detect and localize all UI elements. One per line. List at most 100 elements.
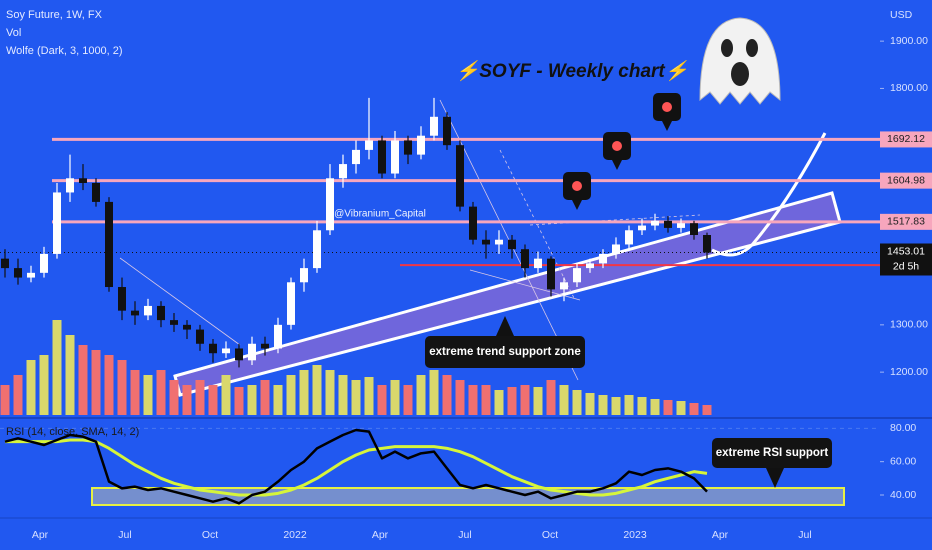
x-tick-label: Jul bbox=[458, 529, 471, 541]
volume-bar bbox=[39, 355, 49, 415]
candle-body bbox=[534, 258, 542, 269]
volume-bar bbox=[520, 385, 530, 415]
projection-arrow bbox=[711, 132, 827, 257]
x-tick-label: Oct bbox=[542, 529, 558, 541]
volume-bar bbox=[364, 377, 374, 415]
volume-bar bbox=[325, 370, 335, 415]
candle-body bbox=[105, 201, 113, 288]
candle-body bbox=[92, 182, 100, 202]
volume-bar bbox=[130, 370, 140, 415]
y-tick-label: 1900.00 bbox=[890, 35, 928, 47]
watermark: @Vibranium_Capital bbox=[334, 209, 426, 220]
volume-bar bbox=[143, 375, 153, 415]
level-label: 1604.98 bbox=[887, 174, 925, 186]
volume-bar bbox=[221, 375, 231, 415]
candle-body bbox=[586, 263, 594, 269]
annotation-text: extreme RSI support bbox=[716, 447, 829, 459]
volume-bar bbox=[312, 365, 322, 415]
candle-body bbox=[131, 310, 139, 316]
y-tick-label: 1200.00 bbox=[890, 366, 928, 378]
volume-bar bbox=[481, 385, 491, 415]
candle-body bbox=[495, 239, 503, 245]
volume-bar bbox=[26, 360, 36, 415]
candle-body bbox=[703, 235, 711, 253]
volume-bar bbox=[65, 335, 75, 415]
volume-bar bbox=[572, 390, 582, 415]
volume-bar bbox=[78, 345, 88, 415]
volume-bar bbox=[676, 401, 686, 415]
volume-bar bbox=[390, 380, 400, 415]
rsi-title: RSI (14, close, SMA, 14, 2) bbox=[6, 426, 139, 438]
ghost-icon bbox=[699, 17, 781, 105]
volume-bar bbox=[0, 385, 10, 415]
candle-body bbox=[53, 192, 61, 254]
level-label-box bbox=[880, 213, 932, 230]
candle-body bbox=[248, 343, 256, 361]
x-tick-label: Apr bbox=[32, 529, 49, 541]
candle-body bbox=[339, 164, 347, 179]
candle-body bbox=[469, 206, 477, 240]
last-price-box bbox=[880, 243, 932, 276]
currency: USD bbox=[890, 9, 913, 21]
candle-body bbox=[183, 324, 191, 330]
volume-bar bbox=[559, 385, 569, 415]
volume-bar bbox=[156, 370, 166, 415]
volume-bar bbox=[247, 385, 257, 415]
volume-bar bbox=[273, 385, 283, 415]
volume-bar bbox=[689, 403, 699, 415]
candle-body bbox=[118, 287, 126, 311]
volume-bar bbox=[507, 387, 517, 415]
header-symbol: Soy Future, 1W, FX bbox=[6, 9, 103, 21]
volume-bar bbox=[663, 400, 673, 415]
target-markers bbox=[563, 93, 681, 210]
volume-bar bbox=[546, 380, 556, 415]
annotation-rsi bbox=[712, 438, 832, 488]
volume-bar bbox=[182, 385, 192, 415]
volume-bar bbox=[455, 380, 465, 415]
level-label-box bbox=[880, 131, 932, 148]
candle-body bbox=[313, 230, 321, 269]
level-label: 1517.83 bbox=[887, 216, 925, 228]
volume-bar bbox=[286, 375, 296, 415]
volume-bar bbox=[260, 380, 270, 415]
candle-body bbox=[690, 223, 698, 236]
volume-bar bbox=[624, 395, 634, 415]
candle-body bbox=[664, 220, 672, 228]
level-label: 1692.12 bbox=[887, 133, 925, 145]
volume-bar bbox=[299, 370, 309, 415]
candle-body bbox=[261, 343, 269, 349]
volume-bar bbox=[533, 387, 543, 415]
volume-bar bbox=[13, 375, 23, 415]
candle-body bbox=[235, 348, 243, 361]
x-tick-label: Apr bbox=[712, 529, 729, 541]
candle-body bbox=[677, 223, 685, 228]
candle-body bbox=[378, 140, 386, 174]
candle-body bbox=[222, 348, 230, 354]
candle-body bbox=[196, 329, 204, 344]
rsi-tick-label: 60.00 bbox=[890, 455, 916, 467]
volume-bar bbox=[442, 375, 452, 415]
x-tick-label: Jul bbox=[118, 529, 131, 541]
candle-body bbox=[144, 305, 152, 316]
candle-body bbox=[560, 282, 568, 290]
header-vol: Vol bbox=[6, 27, 21, 39]
volume-bar bbox=[117, 360, 127, 415]
volume-bar bbox=[52, 320, 62, 415]
candle-body bbox=[508, 239, 516, 250]
volume-bar bbox=[429, 370, 439, 415]
candle-body bbox=[443, 116, 451, 146]
level-label-box bbox=[880, 172, 932, 189]
volume-bar bbox=[338, 375, 348, 415]
countdown: 2d 5h bbox=[893, 260, 919, 272]
candle-body bbox=[417, 135, 425, 155]
volume-bar bbox=[468, 385, 478, 415]
volume-bar bbox=[650, 399, 660, 415]
volume-bar bbox=[169, 380, 179, 415]
candle-body bbox=[157, 305, 165, 321]
candle-body bbox=[14, 268, 22, 278]
candle-body bbox=[79, 178, 87, 183]
rsi-tick-label: 40.00 bbox=[890, 489, 916, 501]
volume-bar bbox=[234, 387, 244, 415]
